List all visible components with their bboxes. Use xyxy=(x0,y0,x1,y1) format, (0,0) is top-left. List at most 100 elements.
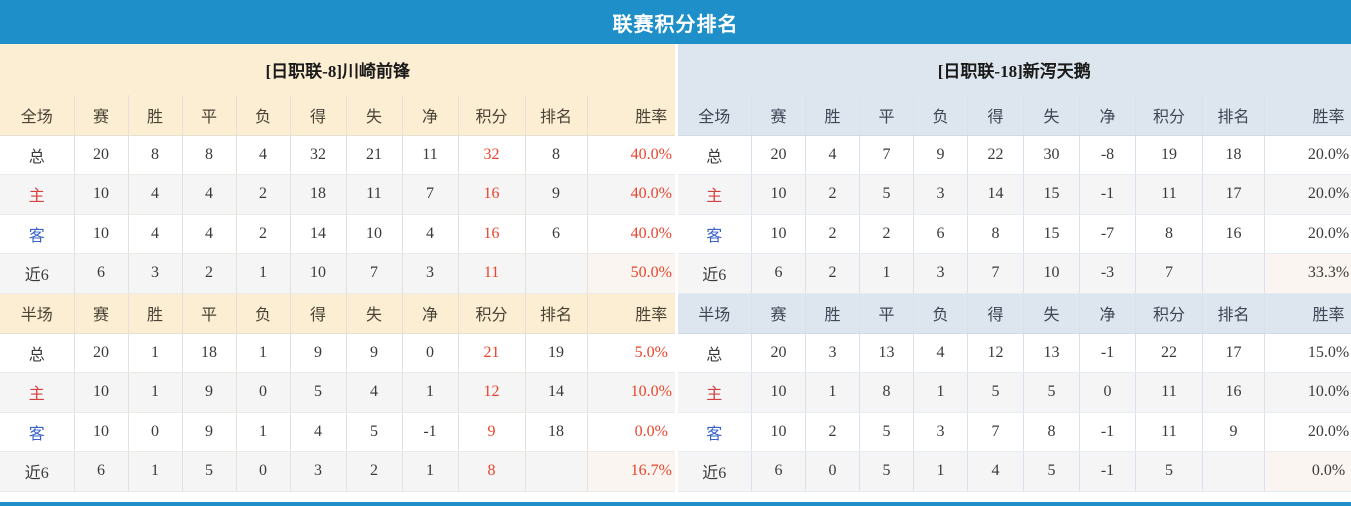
cell-goals-for: 5 xyxy=(967,372,1024,413)
row-label: 近6 xyxy=(0,253,75,294)
cell-loss: 3 xyxy=(913,412,968,452)
cell-points: 11 xyxy=(458,253,526,294)
cell-goals-against: 4 xyxy=(346,372,403,413)
cell-goal-diff: 3 xyxy=(402,253,459,294)
cell-win: 4 xyxy=(128,214,183,254)
table-row[interactable]: 总 20 4 7 9 22 30 -8 19 18 20.0% xyxy=(677,135,1351,175)
stats-table-left: 全场 赛 胜 平 负 得 失 净 积分 排名 胜率 总 20 xyxy=(0,95,715,492)
table-row[interactable]: 总 20 1 18 1 9 9 0 21 19 5.0% xyxy=(0,333,715,373)
cell-goal-diff: 0 xyxy=(402,333,459,373)
col-rank: 排名 xyxy=(1202,95,1265,136)
cell-points: 22 xyxy=(1135,333,1203,373)
cell-rank: 17 xyxy=(1202,174,1265,215)
cell-goal-diff: -1 xyxy=(1079,412,1136,452)
table-row[interactable]: 主 10 1 9 0 5 4 1 12 14 10.0% xyxy=(0,372,715,413)
col-rank: 排名 xyxy=(525,95,588,136)
cell-draw: 1 xyxy=(859,253,914,294)
cell-points: 32 xyxy=(458,135,526,175)
col-goals-for: 得 xyxy=(967,293,1024,334)
cell-win: 2 xyxy=(805,412,860,452)
row-label: 客 xyxy=(0,412,75,452)
cell-goal-diff: 1 xyxy=(402,372,459,413)
cell-goal-diff: -1 xyxy=(1079,451,1136,492)
table-row[interactable]: 主 10 1 8 1 5 5 0 11 16 10.0% xyxy=(677,372,1351,413)
col-rank: 排名 xyxy=(1202,293,1265,334)
cell-draw: 18 xyxy=(182,333,237,373)
cell-goal-diff: 11 xyxy=(402,135,459,175)
table-row[interactable]: 客 10 2 5 3 7 8 -1 11 9 20.0% xyxy=(677,412,1351,452)
cell-goals-for: 22 xyxy=(967,135,1024,175)
table-row[interactable]: 主 10 2 5 3 14 15 -1 11 17 20.0% xyxy=(677,174,1351,215)
cell-goals-for: 7 xyxy=(967,253,1024,294)
row-label: 客 xyxy=(0,214,75,254)
table-row[interactable]: 近6 6 0 5 1 4 5 -1 5 0.0% xyxy=(677,451,1351,492)
cell-goal-diff: 1 xyxy=(402,451,459,492)
cell-loss: 6 xyxy=(913,214,968,254)
cell-points: 11 xyxy=(1135,174,1203,215)
table-row[interactable]: 总 20 8 8 4 32 21 11 32 8 40.0% xyxy=(0,135,715,175)
cell-rank xyxy=(1202,451,1265,492)
cell-points: 16 xyxy=(458,214,526,254)
row-label: 近6 xyxy=(0,451,75,492)
cell-draw: 4 xyxy=(182,174,237,215)
cell-goal-diff: -1 xyxy=(402,412,459,452)
col-win: 胜 xyxy=(805,293,860,334)
col-loss: 负 xyxy=(913,95,968,136)
cell-win-rate: 0.0% xyxy=(1264,451,1351,492)
cell-played: 20 xyxy=(751,135,806,175)
cell-rank: 9 xyxy=(1202,412,1265,452)
col-played: 赛 xyxy=(751,95,806,136)
cell-win: 1 xyxy=(128,333,183,373)
row-label: 总 xyxy=(677,135,752,175)
table-row[interactable]: 近6 6 1 5 0 3 2 1 8 16.7% xyxy=(0,451,715,492)
col-scope: 全场 xyxy=(677,95,752,136)
cell-points: 5 xyxy=(1135,451,1203,492)
row-label: 总 xyxy=(0,333,75,373)
cell-points: 8 xyxy=(1135,214,1203,254)
table-row[interactable]: 近6 6 3 2 1 10 7 3 11 50.0% xyxy=(0,253,715,294)
col-rank: 排名 xyxy=(525,293,588,334)
table-row[interactable]: 近6 6 2 1 3 7 10 -3 7 33.3% xyxy=(677,253,1351,294)
cell-played: 6 xyxy=(751,253,806,294)
cell-rank: 16 xyxy=(1202,214,1265,254)
row-label: 主 xyxy=(677,174,752,215)
cell-goal-diff: -3 xyxy=(1079,253,1136,294)
cell-played: 6 xyxy=(74,451,129,492)
cell-draw: 7 xyxy=(859,135,914,175)
cell-goals-against: 13 xyxy=(1023,333,1080,373)
cell-points: 19 xyxy=(1135,135,1203,175)
cell-points: 12 xyxy=(458,372,526,413)
row-label: 主 xyxy=(0,174,75,215)
cell-loss: 3 xyxy=(913,253,968,294)
section-header-fulltime-right: 全场 赛 胜 平 负 得 失 净 积分 排名 胜率 xyxy=(677,95,1351,136)
cell-played: 6 xyxy=(751,451,806,492)
cell-goals-against: 15 xyxy=(1023,174,1080,215)
cell-rank: 18 xyxy=(1202,135,1265,175)
cell-goals-for: 10 xyxy=(290,253,347,294)
col-scope: 半场 xyxy=(0,293,75,334)
bottom-accent-rule xyxy=(0,502,1351,506)
section-header-halftime-right: 半场 赛 胜 平 负 得 失 净 积分 排名 胜率 xyxy=(677,293,1351,334)
team-comparison-panels: [日职联-8]川崎前锋 全场 赛 胜 平 负 得 xyxy=(0,44,1351,506)
cell-loss: 1 xyxy=(236,412,291,452)
col-loss: 负 xyxy=(236,293,291,334)
cell-played: 20 xyxy=(74,333,129,373)
cell-draw: 9 xyxy=(182,372,237,413)
table-row[interactable]: 客 10 0 9 1 4 5 -1 9 18 0.0% xyxy=(0,412,715,452)
cell-goals-for: 5 xyxy=(290,372,347,413)
col-draw: 平 xyxy=(859,293,914,334)
cell-goals-against: 9 xyxy=(346,333,403,373)
cell-goals-against: 11 xyxy=(346,174,403,215)
cell-goals-for: 4 xyxy=(290,412,347,452)
table-row[interactable]: 客 10 2 2 6 8 15 -7 8 16 20.0% xyxy=(677,214,1351,254)
cell-goals-against: 2 xyxy=(346,451,403,492)
cell-rank: 18 xyxy=(525,412,588,452)
table-row[interactable]: 客 10 4 4 2 14 10 4 16 6 40.0% xyxy=(0,214,715,254)
table-row[interactable]: 总 20 3 13 4 12 13 -1 22 17 15.0% xyxy=(677,333,1351,373)
col-loss: 负 xyxy=(236,95,291,136)
cell-win: 0 xyxy=(128,412,183,452)
cell-win: 4 xyxy=(805,135,860,175)
cell-win-rate: 20.0% xyxy=(1264,174,1351,215)
cell-points: 16 xyxy=(458,174,526,215)
table-row[interactable]: 主 10 4 4 2 18 11 7 16 9 40.0% xyxy=(0,174,715,215)
